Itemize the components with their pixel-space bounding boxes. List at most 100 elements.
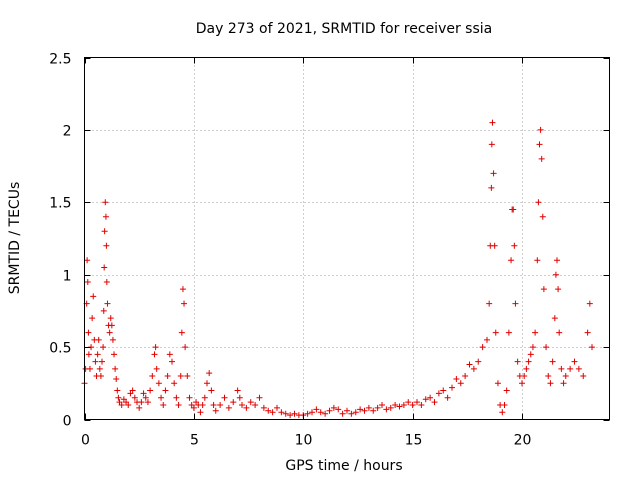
data-point [101,228,108,235]
y-tick-label: 1 [63,269,72,285]
data-point [107,315,114,322]
data-point [400,402,407,409]
data-point [536,141,543,148]
data-point [379,402,385,409]
data-point [537,126,544,133]
data-point [540,286,547,293]
data-point [510,206,517,213]
data-point [330,404,337,411]
data-point [147,387,154,394]
data-point [405,399,412,406]
x-axis-label: GPS time / hours [285,458,402,474]
data-point [549,358,556,365]
data-point [584,329,591,336]
chart-title: Day 273 of 2021, SRMTID for receiver ssi… [196,21,492,37]
data-point [543,344,550,351]
x-tick-label: 5 [190,433,199,449]
data-point [114,387,121,394]
x-tick-label: 10 [295,433,313,449]
data-point [527,351,534,358]
data-point [86,365,93,372]
data-point [109,336,116,343]
data-point [466,361,473,368]
data-point [97,373,104,380]
data-point [558,365,565,372]
data-point [85,329,92,336]
data-point [153,365,160,372]
data-point [217,402,224,409]
data-point [494,380,501,387]
data-point [260,404,267,411]
data-point [462,373,469,380]
data-point [453,375,460,382]
data-point [181,300,188,307]
data-point [414,399,420,406]
data-points [81,119,595,419]
data-point [131,394,138,401]
data-point [142,394,149,401]
y-tick-label: 0 [63,414,72,430]
data-point [158,394,165,401]
x-tick-label: 15 [405,433,423,449]
data-point [100,344,107,351]
data-point [586,300,593,307]
grid [84,57,610,420]
data-point [479,344,486,351]
data-point [519,380,525,387]
data-point [560,380,567,387]
data-point [252,402,259,409]
data-point [140,390,147,397]
data-point [444,394,451,401]
data-point [427,394,434,401]
data-point [492,329,499,336]
data-point [230,399,237,406]
data-point [512,300,519,307]
data-point [247,399,254,406]
data-point [99,358,105,365]
data-point [265,407,272,414]
data-point [96,365,103,372]
data-point [556,329,563,336]
data-point [422,396,429,403]
data-point [344,407,350,414]
data-point [571,358,578,365]
data-point [435,390,442,397]
data-point [589,344,595,351]
data-point [152,344,159,351]
data-point [225,404,232,411]
data-point [112,365,119,372]
data-point [100,307,107,314]
data-point [84,278,91,285]
data-point [175,402,182,409]
data-point [580,373,587,380]
data-point [94,351,101,358]
data-point [92,358,99,365]
data-point [365,404,372,411]
data-point [503,387,510,394]
data-point [151,351,158,358]
data-point [184,373,191,380]
data-point [136,404,143,411]
data-point [431,399,438,406]
data-point [282,410,289,417]
data-point [534,257,541,264]
data-point [102,199,109,206]
data-point [113,375,120,382]
data-point [149,373,156,380]
data-point [166,351,173,358]
data-point [532,329,539,336]
data-point [129,387,136,394]
data-point [197,409,204,416]
data-point [269,409,276,416]
data-point [470,365,477,372]
data-point [335,406,342,413]
data-point [84,257,91,264]
data-point [545,373,552,380]
data-point [160,402,167,409]
data-point [508,257,515,264]
data-point [171,380,178,387]
x-tick-label: 0 [81,433,90,449]
data-point [352,409,359,416]
y-tick-label: 2.5 [49,52,71,68]
data-point [182,344,189,351]
